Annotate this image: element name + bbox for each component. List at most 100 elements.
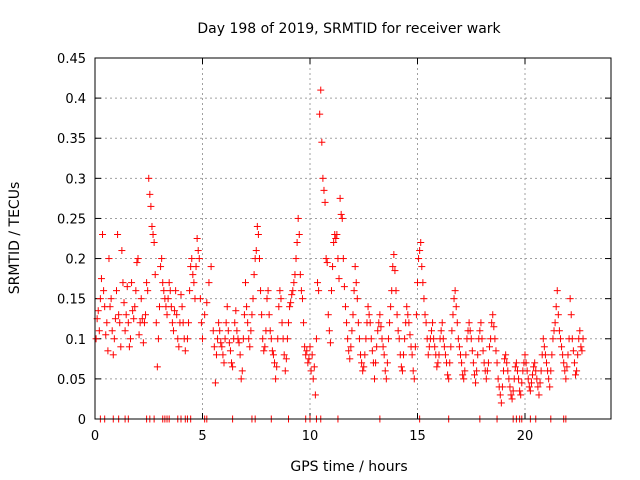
data-point (389, 263, 397, 271)
y-tick-label: 0.35 (57, 132, 86, 147)
data-point (238, 367, 246, 375)
data-point (203, 299, 211, 307)
data-point (328, 287, 335, 295)
data-point (441, 351, 449, 359)
data-point (511, 363, 519, 371)
data-point (104, 347, 112, 355)
data-point (374, 327, 382, 335)
data-point (102, 331, 110, 339)
data-point (94, 307, 102, 315)
data-point (306, 343, 314, 351)
data-point (310, 363, 318, 371)
data-point (307, 367, 315, 375)
data-point (539, 335, 547, 343)
data-point (314, 279, 322, 287)
data-point (564, 351, 572, 359)
data-point (378, 335, 386, 343)
data-point (437, 327, 445, 335)
data-point (391, 267, 399, 275)
data-point (453, 319, 461, 327)
data-point (359, 367, 367, 375)
data-point (283, 335, 291, 343)
data-point (302, 351, 310, 359)
data-point (497, 399, 505, 407)
data-point (347, 343, 355, 351)
data-point (330, 239, 338, 247)
data-point (382, 375, 390, 383)
data-point (415, 255, 423, 263)
data-point (337, 210, 345, 218)
data-point (320, 186, 328, 194)
data-point (311, 391, 319, 399)
data-point (173, 311, 181, 319)
data-point (269, 351, 277, 359)
data-point (139, 339, 147, 347)
data-point (189, 271, 197, 279)
data-point (576, 327, 584, 335)
data-point (131, 303, 139, 311)
data-point (305, 355, 313, 363)
data-point (211, 379, 219, 387)
data-point (275, 303, 283, 311)
data-point (292, 255, 300, 263)
data-point (360, 363, 368, 371)
data-point (147, 202, 155, 210)
data-point (169, 327, 177, 335)
data-point (235, 339, 243, 347)
data-point (537, 367, 545, 375)
data-point (338, 214, 346, 222)
data-point (159, 279, 167, 287)
data-point (574, 351, 582, 359)
data-point (194, 247, 202, 255)
data-point (470, 371, 478, 379)
data-point (164, 295, 172, 303)
data-point (400, 351, 408, 359)
data-point (371, 375, 378, 383)
data-point (444, 371, 452, 379)
x-tick-label: 0 (91, 429, 99, 444)
data-point (526, 387, 534, 395)
data-point (473, 367, 481, 375)
data-point (319, 174, 327, 182)
data-point (106, 303, 114, 311)
data-point (387, 303, 395, 311)
data-point (367, 335, 375, 343)
data-point (294, 214, 302, 222)
data-point (183, 335, 191, 343)
data-point (410, 375, 418, 383)
data-point (289, 287, 297, 295)
data-point (199, 335, 206, 343)
data-point (474, 351, 482, 359)
data-point (341, 303, 349, 311)
data-point (380, 351, 388, 359)
data-point (243, 303, 251, 311)
data-point (228, 359, 236, 367)
data-point (288, 291, 296, 299)
data-point (209, 327, 217, 335)
data-point (365, 311, 373, 319)
data-point (462, 351, 470, 359)
data-point (96, 295, 104, 303)
data-point (224, 327, 232, 335)
data-point (132, 287, 140, 295)
data-point (547, 367, 555, 375)
data-point (482, 375, 490, 383)
data-point (563, 363, 571, 371)
data-point (452, 303, 460, 311)
data-point (560, 359, 568, 367)
data-point (527, 379, 535, 387)
data-point (326, 339, 334, 347)
y-tick-label: 0.4 (65, 92, 86, 107)
data-point (566, 295, 574, 303)
data-point (134, 255, 142, 263)
data-point (567, 311, 575, 319)
data-point (258, 311, 266, 319)
data-point (207, 263, 215, 271)
data-point (541, 351, 549, 359)
data-point (212, 351, 220, 359)
data-point (281, 367, 289, 375)
data-point (361, 351, 369, 359)
data-point (515, 375, 523, 383)
data-point (232, 307, 240, 315)
data-point (312, 335, 320, 343)
